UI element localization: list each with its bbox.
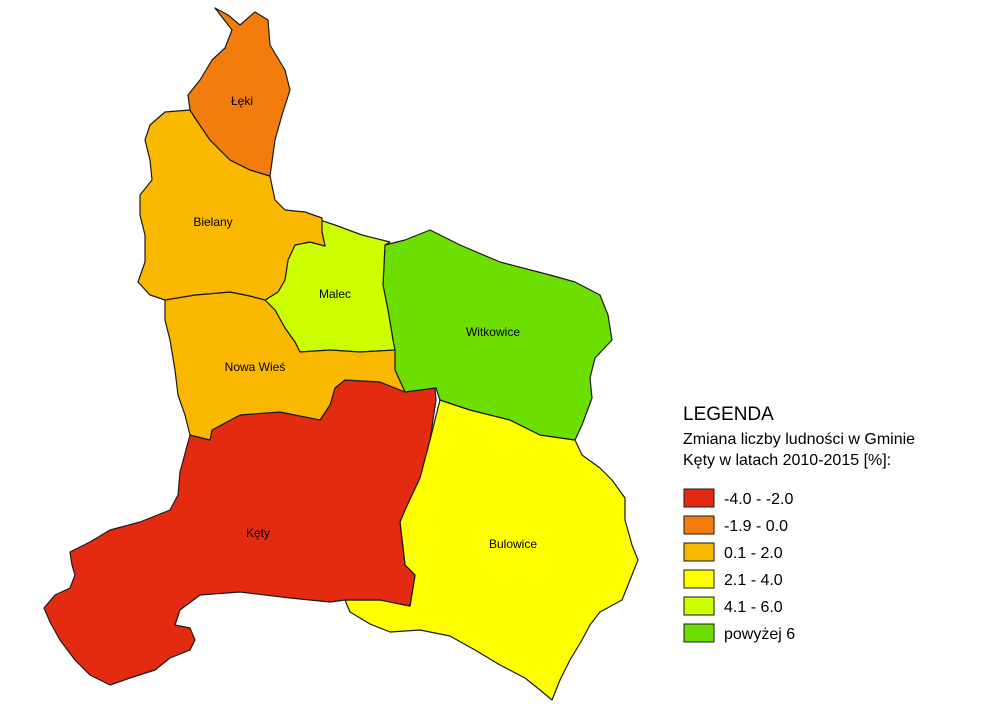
region-kety[interactable] bbox=[43, 379, 437, 686]
legend-swatch-0 bbox=[683, 488, 715, 508]
legend-label-2: 0.1 - 2.0 bbox=[724, 545, 783, 562]
legend-subtitle-line2: Kęty w latach 2010-2015 [%]: bbox=[683, 452, 891, 469]
legend-title: LEGENDA bbox=[683, 404, 774, 425]
label-kety: Kęty bbox=[246, 526, 270, 540]
legend-swatch-1 bbox=[683, 515, 715, 535]
legend-swatch-2 bbox=[683, 542, 715, 562]
legend-label-5: powyżej 6 bbox=[724, 626, 795, 643]
label-nowa-wies: Nowa Wieś bbox=[225, 360, 286, 374]
label-leki: Łęki bbox=[231, 94, 253, 108]
legend-label-0: -4.0 - -2.0 bbox=[724, 491, 793, 508]
legend-label-3: 2.1 - 4.0 bbox=[724, 572, 783, 589]
legend: LEGENDA Zmiana liczby ludności w Gminie … bbox=[683, 404, 915, 643]
label-witkowice: Witkowice bbox=[466, 325, 520, 339]
region-nowa-wies[interactable] bbox=[164, 291, 406, 441]
label-bulowice: Bulowice bbox=[489, 537, 537, 551]
legend-swatch-4 bbox=[683, 596, 715, 616]
legend-label-1: -1.9 - 0.0 bbox=[724, 518, 788, 535]
legend-swatch-5 bbox=[683, 623, 715, 643]
legend-label-4: 4.1 - 6.0 bbox=[724, 599, 783, 616]
legend-swatch-3 bbox=[683, 569, 715, 589]
label-bielany: Bielany bbox=[193, 215, 232, 229]
region-leki[interactable] bbox=[187, 7, 291, 177]
legend-subtitle-line1: Zmiana liczby ludności w Gminie bbox=[683, 431, 915, 448]
label-malec: Malec bbox=[319, 287, 351, 301]
